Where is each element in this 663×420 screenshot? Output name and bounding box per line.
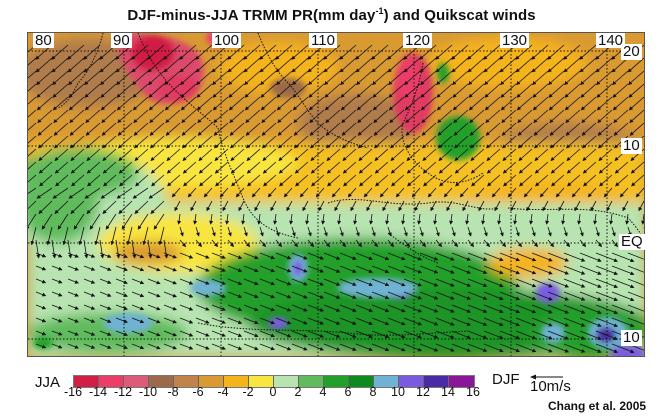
colorbar-segment	[199, 376, 224, 387]
lat-label-10s: 10	[621, 329, 642, 346]
colorbar-tick-label: 14	[441, 385, 455, 399]
colorbar-tick-label: -2	[242, 385, 254, 399]
lon-label-90: 90	[111, 32, 132, 49]
lat-label-20n: 20	[621, 43, 642, 60]
map-field	[28, 33, 644, 356]
colorbar-segment	[424, 376, 449, 387]
reference-vector-label: 10m/s	[530, 378, 571, 395]
colorbar-segment	[349, 376, 374, 387]
colorbar-tick-label: -8	[167, 385, 179, 399]
colorbar-tick-label: 4	[319, 385, 327, 399]
colorbar-tick-label: 10	[391, 385, 405, 399]
lon-label-80: 80	[33, 32, 54, 49]
lon-label-140: 140	[596, 32, 626, 49]
colorbar-segment	[449, 376, 474, 387]
colorbar-tick-label: -4	[217, 385, 229, 399]
colorbar-segment	[274, 376, 299, 387]
colorbar-tick-label: 0	[269, 385, 277, 399]
colorbar-tick-label: 2	[294, 385, 302, 399]
colorbar-tick-label: -16	[63, 385, 83, 399]
wind-vectors	[28, 44, 644, 354]
colorbar-segment	[124, 376, 149, 387]
colorbar-segment	[399, 376, 424, 387]
colorbar-tick-label: -10	[138, 385, 158, 399]
lon-label-130: 130	[500, 32, 530, 49]
precipitation-map	[27, 32, 645, 357]
colorbar-tick-label: 6	[344, 385, 352, 399]
colorbar-right-label: DJF	[492, 371, 520, 388]
colorbar-segment	[74, 376, 99, 387]
colorbar-tick-label: 16	[466, 385, 480, 399]
colorbar-tick-label: 12	[416, 385, 430, 399]
lon-label-120: 120	[403, 32, 433, 49]
colorbar-segment	[149, 376, 174, 387]
colorbar-tick-label: 8	[369, 385, 377, 399]
lon-label-110: 110	[309, 32, 337, 49]
colorbar-segment	[324, 376, 349, 387]
credit-text: Chang et al. 2005	[548, 399, 647, 413]
reference-arrow-icon	[530, 374, 563, 380]
colorbar-segment	[249, 376, 274, 387]
colorbar-left-label: JJA	[35, 374, 61, 391]
lat-label-eq: EQ	[619, 233, 645, 250]
colorbar	[73, 375, 475, 388]
coastlines	[57, 33, 644, 336]
lat-label-10n: 10	[621, 137, 642, 154]
colorbar-segment	[374, 376, 399, 387]
colorbar-tick-label: -14	[88, 385, 108, 399]
colorbar-segment	[224, 376, 249, 387]
chart-title: DJF-minus-JJA TRMM PR(mm day-1) and Quik…	[127, 6, 536, 24]
colorbar-tick-label: -6	[192, 385, 204, 399]
lon-label-100: 100	[212, 32, 242, 49]
colorbar-segment	[299, 376, 324, 387]
colorbar-segment	[174, 376, 199, 387]
colorbar-segment	[99, 376, 124, 387]
colorbar-tick-label: -12	[113, 385, 133, 399]
